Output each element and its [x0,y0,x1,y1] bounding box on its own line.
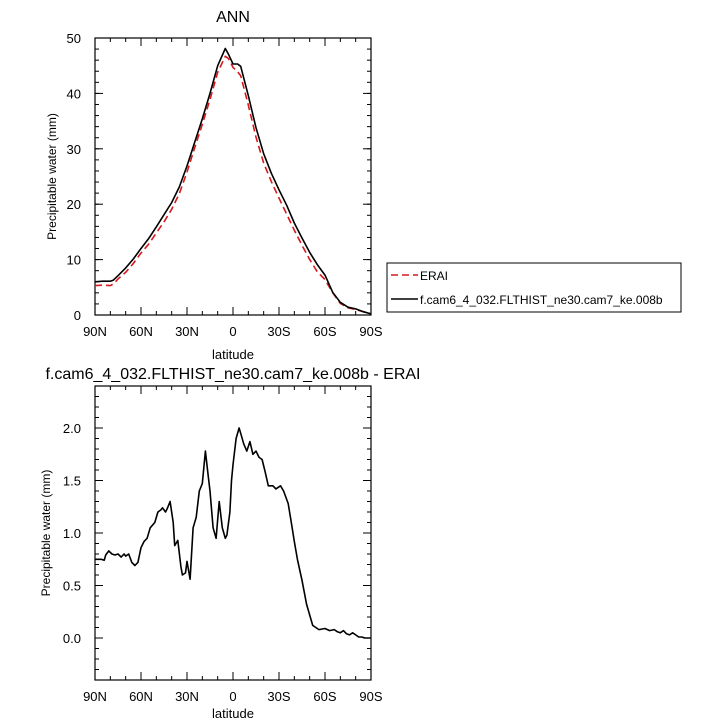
legend-label-1: f.cam6_4_032.FLTHIST_ne30.cam7_ke.008b [420,293,663,307]
x-tick-label: 60S [313,324,336,339]
x-tick-label: 30S [267,689,290,704]
x-tick-label: 90N [83,689,107,704]
legend-box [386,262,682,313]
series-line-0 [95,427,371,639]
y-tick-label: 50 [67,31,81,46]
x-tick-label: 0 [229,324,236,339]
top-panel-ann: ANN 90N 60N 30N 0 30S 60S 90S 0 10 20 30 40 50 latitud… [45,9,383,362]
x-tick-label: 0 [229,689,236,704]
y-tick-label: 0.5 [63,579,81,594]
y-tick-label: 10 [67,253,81,268]
y-axis-label: Precipitable water (mm) [45,113,59,240]
y-tick-label: 0.0 [63,631,81,646]
x-axis-label: latitude [212,347,254,362]
y-tick-label: 2.0 [63,421,81,436]
series-line-0 [94,55,372,315]
y-tick-label: 0 [74,308,81,323]
legend-label-0: ERAI [420,269,448,283]
y-tick-label: 1.5 [63,474,81,489]
x-tick-label: 30N [175,324,199,339]
chart-title: f.cam6_4_032.FLTHIST_ne30.cam7_ke.008b -… [45,366,420,383]
legend: ERAI f.cam6_4_032.FLTHIST_ne30.cam7_ke.00… [386,262,682,313]
bottom-panel-difference: f.cam6_4_032.FLTHIST_ne30.cam7_ke.008b -… [39,366,421,721]
x-tick-label: 90N [83,324,107,339]
chart-title: ANN [216,9,250,26]
plot-frame [94,37,372,316]
x-tick-label: 60S [313,689,336,704]
y-axis-label: Precipitable water (mm) [39,470,53,597]
series-line-1 [94,47,372,315]
x-axis-label: latitude [212,706,254,721]
y-tick-label: 40 [67,86,81,101]
x-tick-label: 90S [359,689,382,704]
plot-frame [94,385,372,681]
x-tick-label: 60N [129,324,153,339]
x-tick-label: 30N [175,689,199,704]
x-tick-label: 30S [267,324,290,339]
x-tick-label: 90S [359,324,382,339]
y-tick-label: 20 [67,197,81,212]
y-tick-label: 30 [67,142,81,157]
y-tick-label: 1.0 [63,526,81,541]
x-tick-label: 60N [129,689,153,704]
